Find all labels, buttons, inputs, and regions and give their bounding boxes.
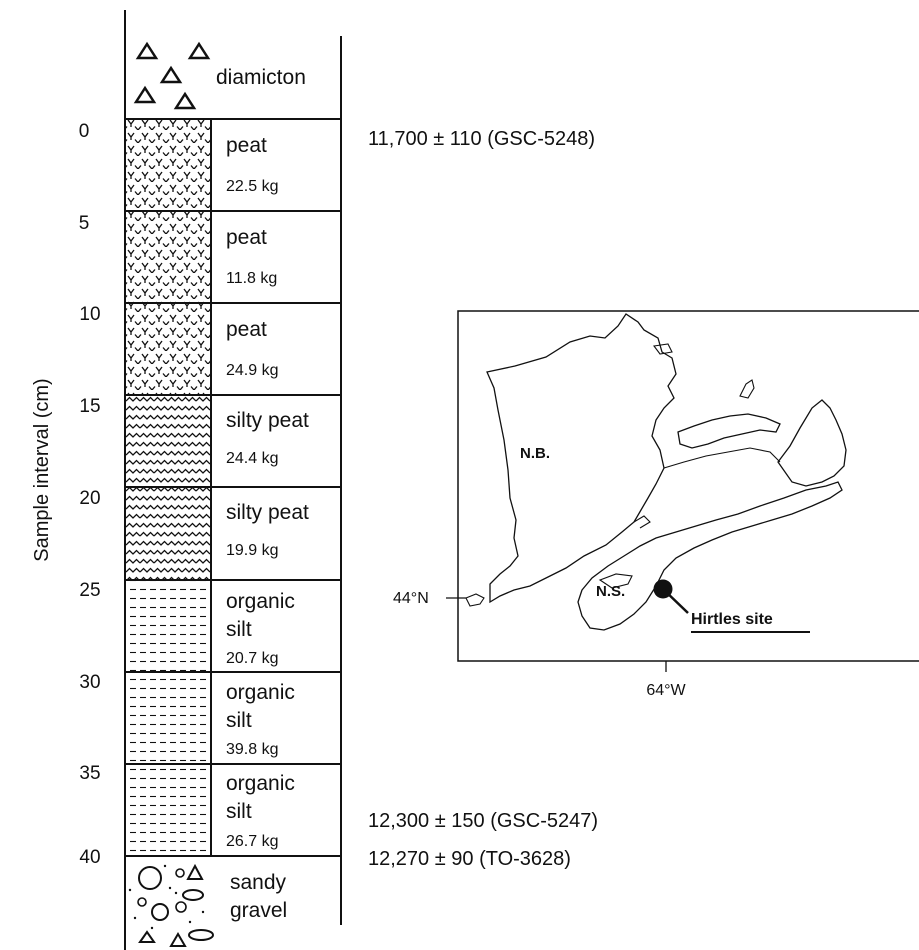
layer-silty-peat-1: silty peat 24.4 kg [126, 396, 309, 487]
diamicton-label: diamicton [216, 66, 306, 89]
silty-peat-pattern-fill [126, 488, 211, 580]
radiocarbon-date-bottom-1: 12,300 ± 150 (GSC-5247) [368, 810, 598, 832]
layer-label: silt [226, 800, 252, 823]
y-axis-title: Sample interval (cm) [31, 378, 53, 561]
cape-breton-outline [777, 399, 847, 487]
nova-scotia-outline [577, 481, 843, 631]
layer-peat-3: peat 24.9 kg [126, 304, 278, 395]
site-label: Hirtles site [691, 611, 773, 628]
y-axis-ticks: 0 5 10 15 20 25 30 35 40 [79, 121, 101, 868]
peat-pattern-fill [126, 304, 211, 395]
layer-peat-1: peat 22.5 kg [126, 120, 278, 211]
gravel-clast [138, 930, 156, 943]
clast-symbol [173, 91, 197, 110]
longitude-label: 64°W [646, 682, 686, 699]
layer-organic-silt-3: organic silt 26.7 kg [126, 765, 295, 856]
layer-label: organic [226, 772, 295, 795]
layer-label: silt [226, 709, 252, 732]
tick-label: 5 [79, 213, 90, 234]
gravel-clast [188, 929, 214, 941]
tick-label: 35 [79, 763, 100, 784]
layer-label: organic [226, 590, 295, 613]
gravel-clast [169, 932, 187, 947]
silty-peat-pattern-fill [126, 396, 211, 487]
latitude-label: 44°N [393, 590, 429, 607]
layer-mass: 39.8 kg [226, 741, 278, 758]
sand-dot [133, 916, 137, 920]
magdalen-islands [739, 379, 755, 399]
sandy-gravel-label: gravel [230, 899, 287, 922]
sand-dot [201, 910, 205, 914]
tick-label: 10 [79, 304, 100, 325]
layer-silty-peat-2: silty peat 19.9 kg [126, 488, 309, 580]
organic-silt-pattern-fill [126, 581, 211, 672]
gravel-clast [151, 903, 169, 921]
sandy-gravel-label: sandy [230, 871, 287, 894]
tick-label: 0 [79, 121, 90, 142]
layer-organic-silt-1: organic silt 20.7 kg [126, 581, 295, 672]
layer-label: silt [226, 618, 252, 641]
sand-dot [150, 926, 154, 930]
diamicton-unit: diamicton [133, 41, 306, 110]
clast-symbol [159, 65, 183, 84]
layer-label: silty peat [226, 409, 309, 432]
sand-dot [168, 886, 172, 890]
layer-mass: 24.9 kg [226, 362, 278, 379]
gravel-clast [137, 897, 147, 907]
island-fragment [653, 343, 673, 355]
new-brunswick-outline [486, 313, 677, 604]
radiocarbon-date-bottom-2: 12,270 ± 90 (TO-3628) [368, 848, 571, 870]
pei-outline [677, 413, 781, 449]
sand-dot [128, 888, 132, 892]
minas-basin-shore [598, 573, 633, 589]
gravel-clast [182, 889, 204, 901]
peat-pattern-fill [126, 212, 211, 303]
sand-dot [174, 891, 178, 895]
gravel-clast [175, 868, 185, 878]
layer-organic-silt-2: organic silt 39.8 kg [126, 673, 295, 764]
ns-label: N.S. [596, 583, 625, 600]
map-frame [457, 310, 919, 662]
stratigraphic-column: diamicton peat 22.5 kg peat 11.8 kg peat… [124, 10, 342, 950]
sand-dot [188, 920, 192, 924]
nb-label: N.B. [520, 445, 550, 462]
layer-mass: 11.8 kg [226, 270, 277, 287]
layer-label: peat [226, 318, 267, 341]
tick-label: 20 [79, 488, 100, 509]
tick-label: 15 [79, 396, 100, 417]
clast-symbol [133, 85, 157, 104]
organic-silt-pattern-fill [126, 673, 211, 764]
clast-symbol [187, 41, 211, 60]
peat-pattern-fill [126, 120, 211, 211]
clast-symbol [135, 41, 159, 60]
northumberland-shore [663, 447, 781, 469]
fundy-islands [465, 593, 485, 607]
tick-label: 30 [79, 672, 100, 693]
radiocarbon-date-top: 11,700 ± 110 (GSC-5248) [368, 128, 595, 150]
tick-label: 40 [79, 847, 100, 868]
layer-peat-2: peat 11.8 kg [126, 212, 277, 303]
organic-silt-pattern-fill [126, 765, 211, 856]
sandy-gravel-unit: sandy gravel [128, 863, 287, 947]
layer-label: silty peat [226, 501, 309, 524]
gravel-clast [138, 866, 162, 890]
site-leader-line [662, 588, 689, 614]
layer-mass: 19.9 kg [226, 542, 278, 559]
gravel-clast [175, 901, 187, 913]
tick-label: 25 [79, 580, 100, 601]
gravel-clast [186, 863, 204, 880]
layer-label: peat [226, 134, 267, 157]
layer-label: organic [226, 681, 295, 704]
layer-mass: 26.7 kg [226, 833, 278, 850]
layer-label: peat [226, 226, 267, 249]
layer-mass: 22.5 kg [226, 178, 278, 195]
sand-dot [163, 864, 167, 868]
chignecto-inlet [633, 515, 651, 529]
layer-mass: 24.4 kg [226, 450, 278, 467]
layer-mass: 20.7 kg [226, 650, 278, 667]
location-map: N.B. N.S. 44°N 64°W Hirtles site [393, 310, 919, 699]
